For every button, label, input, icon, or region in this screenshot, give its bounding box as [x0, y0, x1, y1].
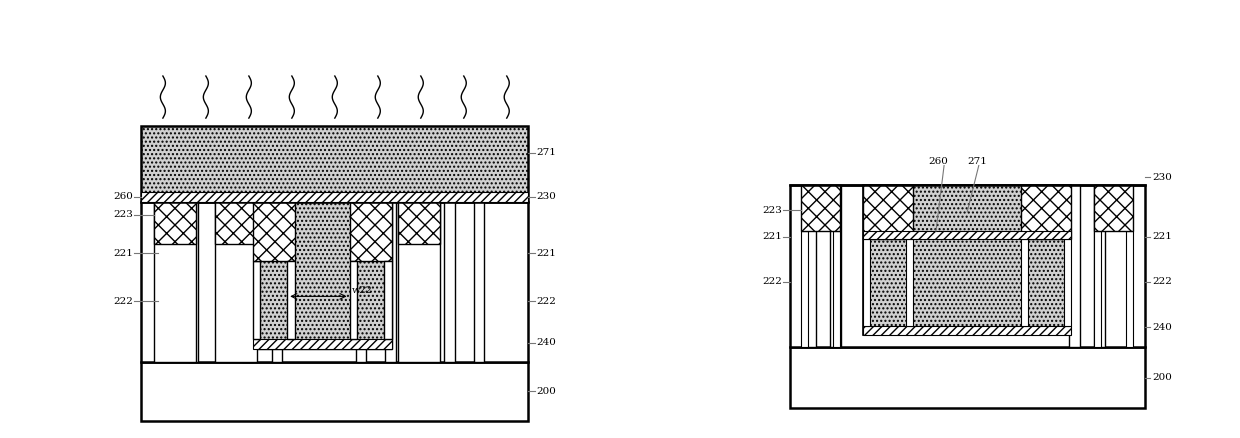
Bar	[1095, 185, 1133, 231]
Text: w22: w22	[352, 286, 372, 295]
Bar	[790, 185, 1145, 347]
Text: 222: 222	[763, 277, 782, 286]
Bar	[350, 261, 357, 339]
Bar	[863, 185, 1071, 335]
Bar	[242, 202, 253, 362]
Bar	[1064, 239, 1071, 325]
Bar	[350, 202, 392, 261]
Bar	[863, 231, 1071, 239]
Bar	[1095, 185, 1105, 347]
Bar	[141, 192, 528, 202]
Bar	[386, 202, 396, 362]
Bar	[215, 185, 257, 244]
Text: 260: 260	[929, 157, 949, 166]
Text: 230: 230	[537, 192, 557, 201]
Bar	[833, 231, 839, 347]
Bar	[1022, 239, 1028, 325]
Bar	[398, 185, 440, 362]
Bar	[272, 202, 283, 362]
Text: 230: 230	[1152, 173, 1172, 182]
Bar	[863, 325, 1071, 335]
Bar	[187, 202, 198, 362]
Bar	[444, 202, 455, 362]
Text: 223: 223	[113, 210, 133, 219]
Bar	[215, 185, 257, 362]
Bar	[141, 202, 528, 362]
Bar	[831, 185, 841, 347]
Text: 200: 200	[537, 387, 557, 396]
Bar	[141, 362, 528, 421]
Bar	[253, 202, 392, 350]
Bar	[801, 231, 808, 347]
Bar	[253, 339, 392, 350]
Bar	[141, 127, 528, 202]
Text: 223: 223	[763, 206, 782, 215]
Text: 221: 221	[537, 249, 557, 258]
Bar	[1126, 231, 1133, 347]
Bar	[253, 202, 295, 261]
Bar	[801, 185, 839, 231]
Text: 271: 271	[537, 148, 557, 158]
Text: 222: 222	[537, 297, 557, 306]
Text: 221: 221	[1152, 232, 1172, 241]
Bar	[1022, 185, 1071, 239]
Text: 271: 271	[967, 157, 987, 166]
Bar	[805, 185, 816, 347]
Text: 240: 240	[537, 338, 557, 347]
Bar	[384, 261, 392, 339]
Text: 221: 221	[113, 249, 133, 258]
Text: 240: 240	[1152, 323, 1172, 332]
Bar	[288, 261, 295, 339]
Bar	[1069, 185, 1080, 347]
Text: 222: 222	[113, 297, 133, 306]
Bar	[863, 185, 913, 239]
Bar	[1095, 231, 1101, 347]
Bar	[356, 202, 366, 362]
Bar	[474, 202, 484, 362]
Bar	[154, 185, 196, 244]
Bar	[398, 185, 440, 244]
Text: 221: 221	[763, 232, 782, 241]
Bar	[790, 347, 1145, 408]
Text: 222: 222	[1152, 277, 1172, 286]
Text: 200: 200	[1152, 373, 1172, 382]
Bar	[863, 239, 870, 325]
Bar	[253, 261, 260, 339]
Text: 260: 260	[113, 192, 133, 201]
Bar	[906, 239, 913, 325]
Bar	[154, 185, 196, 362]
Bar	[159, 202, 169, 362]
